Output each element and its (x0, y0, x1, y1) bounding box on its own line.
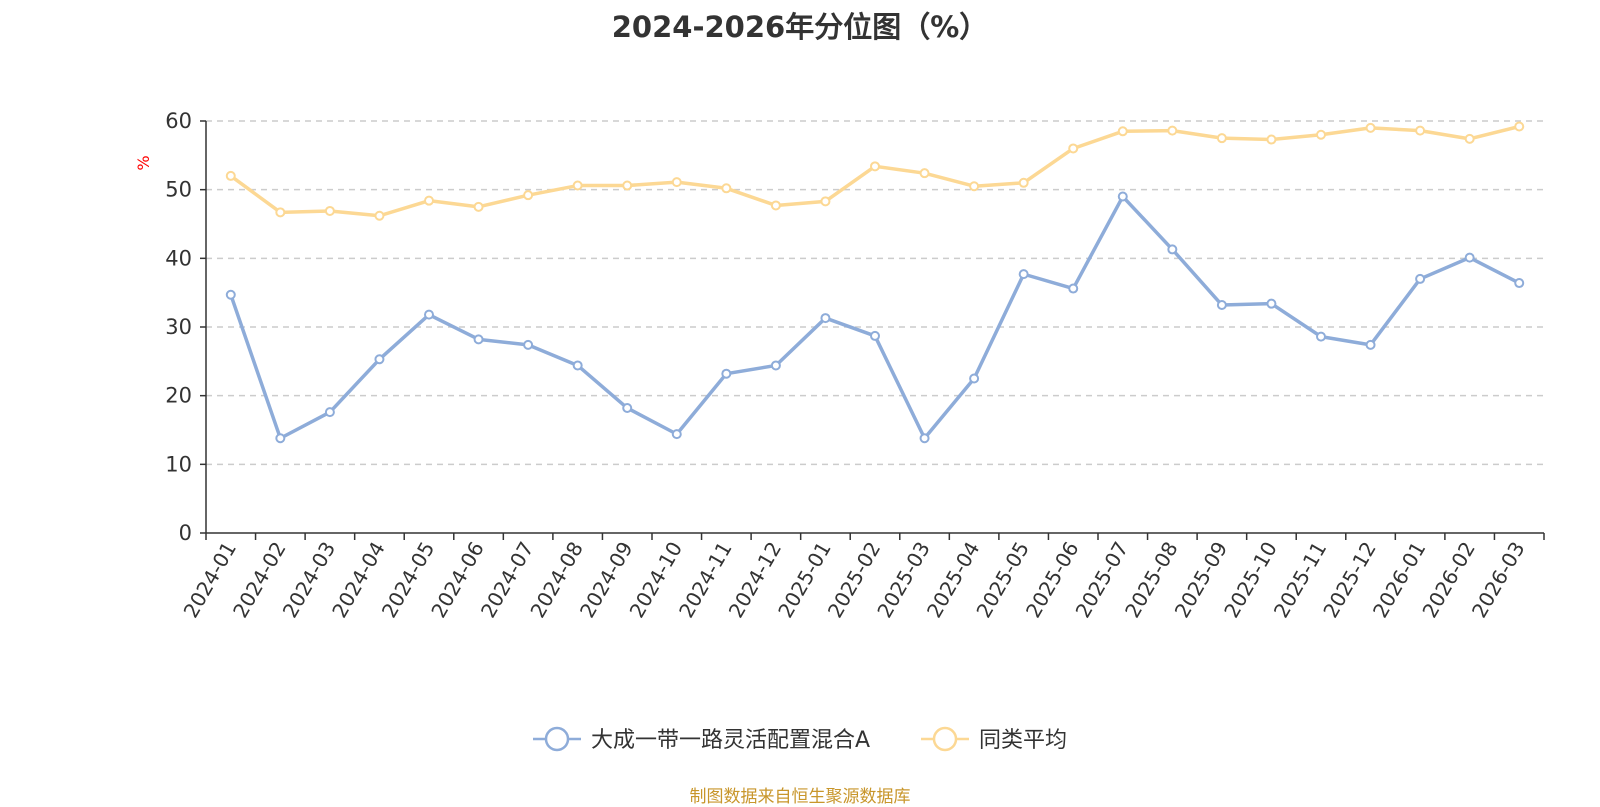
data-point (1266, 134, 1277, 145)
data-point (324, 205, 335, 216)
data-point (473, 334, 484, 345)
data-point (225, 170, 236, 181)
data-point (919, 433, 930, 444)
data-point (1216, 133, 1227, 144)
data-point (820, 313, 831, 324)
data-point (721, 183, 732, 194)
data-point (523, 339, 534, 350)
data-point (374, 210, 385, 221)
data-point (1216, 300, 1227, 311)
data-point (1316, 129, 1326, 140)
y-tick-label: 10 (165, 452, 192, 476)
data-point (275, 207, 286, 218)
data-point (1117, 126, 1128, 137)
chart-title: 2024-2026年分位图（%） (611, 10, 989, 44)
data-point (225, 289, 236, 300)
y-tick-label: 0 (179, 521, 192, 545)
y-tick-label: 30 (165, 315, 192, 339)
data-point (1415, 125, 1426, 136)
series-lines (225, 121, 1525, 444)
data-point (473, 201, 484, 212)
data-point (1018, 269, 1029, 280)
data-point (1365, 339, 1376, 350)
legend-marker-icon (544, 726, 570, 752)
data-point (622, 403, 633, 414)
data-point (1415, 273, 1426, 284)
data-point (770, 200, 781, 211)
legend-label: 同类平均 (979, 728, 1067, 753)
data-point (1117, 191, 1128, 202)
y-axis-unit-label: % (134, 155, 153, 170)
data-point (870, 330, 880, 341)
legend-item-2[interactable]: 同类平均 (921, 726, 1067, 753)
data-point (770, 360, 781, 371)
data-point (622, 180, 633, 191)
data-point (1266, 298, 1277, 309)
data-point (969, 181, 980, 192)
y-tick-label: 40 (165, 246, 192, 270)
data-point (424, 195, 434, 206)
legend-item-1[interactable]: 大成一带一路灵活配置混合A (533, 726, 870, 753)
y-tick-label: 60 (165, 109, 192, 133)
y-axis-ticks: 0 10 20 30 40 50 60 (165, 109, 206, 545)
data-point (820, 196, 831, 207)
data-point (523, 190, 534, 201)
data-point (1068, 283, 1079, 294)
y-tick-label: 50 (165, 178, 192, 202)
data-point (324, 407, 335, 418)
data-point (1464, 133, 1475, 144)
data-point (1167, 244, 1178, 255)
gridlines (206, 120, 1544, 466)
x-axis-ticks: 2024-012024-022024-032024-042024-052024-… (179, 533, 1545, 622)
legend-label: 大成一带一路灵活配置混合A (591, 728, 870, 753)
data-point (671, 177, 682, 188)
data-point (671, 429, 682, 440)
data-point (1514, 121, 1525, 132)
data-point (1167, 125, 1178, 136)
data-point (275, 433, 286, 444)
data-point (424, 309, 434, 320)
data-point (919, 168, 930, 179)
legend-marker-icon (932, 726, 958, 752)
data-point (721, 368, 732, 379)
legend[interactable]: 大成一带一路灵活配置混合A 同类平均 (533, 726, 1067, 753)
data-point (1068, 143, 1079, 154)
data-point (969, 373, 980, 384)
data-point (1018, 177, 1029, 188)
data-point (572, 360, 583, 371)
data-point (1464, 252, 1475, 263)
data-point (1365, 122, 1376, 133)
y-tick-label: 20 (165, 384, 192, 408)
data-point (870, 161, 880, 172)
data-point (572, 180, 583, 191)
data-point (1514, 278, 1525, 289)
series-line-1 (229, 194, 1521, 440)
data-point (374, 354, 385, 365)
source-note: 制图数据来自恒生聚源数据库 (689, 787, 911, 807)
data-point (1316, 331, 1326, 342)
